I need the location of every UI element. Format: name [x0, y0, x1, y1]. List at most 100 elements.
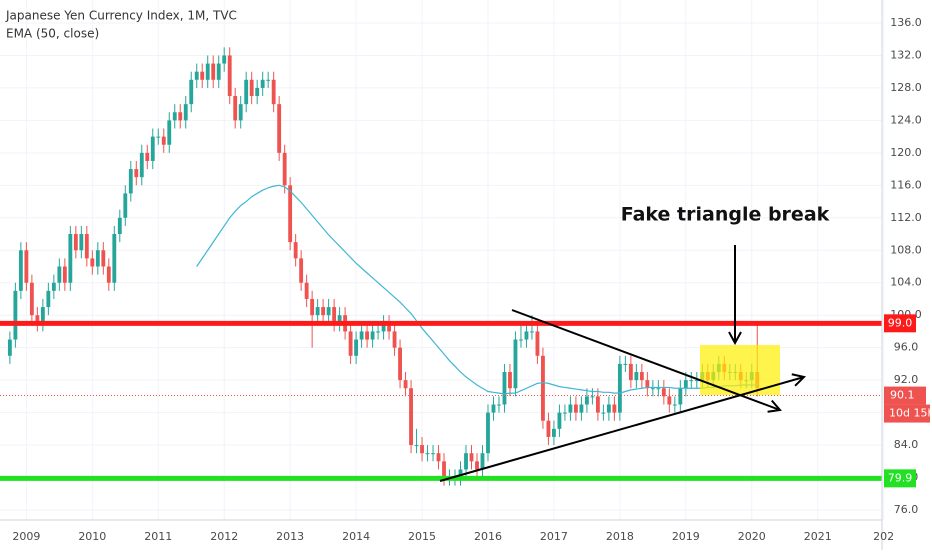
- candle-body: [128, 169, 133, 194]
- y-tick-label: 112.0: [890, 211, 922, 224]
- candle-body: [57, 266, 62, 283]
- grid: [0, 0, 885, 520]
- y-tick-label: 136.0: [890, 16, 922, 29]
- candle-body: [310, 298, 315, 316]
- annotation: Fake triangle break: [621, 204, 830, 226]
- candle-body: [277, 104, 282, 153]
- candle-body: [475, 461, 479, 470]
- level-label: 79.9: [888, 471, 913, 484]
- x-tick-label: 202: [873, 530, 894, 543]
- candle-body: [491, 404, 496, 413]
- candle-body: [541, 355, 545, 421]
- candle-body: [359, 331, 364, 340]
- candle-body: [486, 412, 490, 454]
- chart-title: Japanese Yen Currency Index, 1M, TVC: [5, 9, 237, 23]
- candle-body: [332, 307, 337, 324]
- candle-body: [51, 282, 56, 291]
- candle-body: [524, 331, 529, 340]
- candle-body: [623, 363, 628, 365]
- candle-body: [617, 363, 622, 413]
- countdown-box: [884, 404, 930, 423]
- candle-body: [244, 79, 249, 105]
- candle-body: [354, 339, 359, 356]
- candle-body: [326, 307, 331, 316]
- candle-body: [573, 404, 578, 413]
- candle-body: [387, 323, 391, 332]
- candle-body: [139, 152, 144, 178]
- candle-body: [211, 63, 216, 80]
- candle-body: [288, 185, 293, 243]
- candle-body: [398, 347, 402, 381]
- candle-body: [161, 136, 166, 145]
- candle-body: [595, 396, 600, 413]
- candle-body: [645, 380, 650, 389]
- candle-body: [79, 234, 84, 251]
- lower-trendline: [439, 377, 804, 482]
- candle-body: [557, 412, 562, 429]
- candle-body: [376, 331, 381, 333]
- candle-body: [90, 258, 95, 267]
- candle-body: [634, 372, 639, 381]
- candle-body: [222, 55, 227, 64]
- candle-body: [513, 339, 518, 389]
- price-label-box: [884, 386, 926, 405]
- candle-body: [150, 136, 155, 161]
- candle-body: [266, 79, 271, 81]
- candle-body: [134, 169, 139, 178]
- candle-body: [683, 380, 688, 389]
- candle-body: [672, 404, 677, 406]
- candle-body: [694, 380, 699, 382]
- candle-body: [156, 136, 161, 138]
- candle-body: [530, 331, 534, 333]
- y-tick-label: 96.0: [894, 341, 919, 354]
- x-tick-label: 2009: [12, 530, 40, 543]
- candle-body: [183, 104, 188, 121]
- candle-body: [667, 396, 672, 405]
- candle-body: [145, 152, 150, 161]
- candle-body: [73, 234, 78, 251]
- x-tick-label: 2015: [408, 530, 436, 543]
- candle-body: [249, 79, 254, 97]
- candle-body: [315, 307, 320, 316]
- candle-body: [227, 55, 232, 97]
- candle-body: [13, 290, 18, 340]
- candle-body: [425, 453, 430, 455]
- candle-body: [271, 79, 276, 105]
- ema-line: [196, 184, 758, 395]
- candle-body: [123, 193, 128, 218]
- candle-body: [304, 282, 309, 299]
- candle-body: [348, 331, 353, 356]
- candle-body: [172, 112, 177, 121]
- countdown-label: 10d 15h: [889, 407, 932, 420]
- x-tick-label: 2019: [672, 530, 700, 543]
- candle-body: [392, 331, 397, 348]
- candle-body: [497, 404, 501, 406]
- candle-body: [46, 290, 51, 308]
- x-tick-label: 2010: [78, 530, 106, 543]
- candle-body: [337, 315, 342, 324]
- candle-body: [233, 96, 238, 121]
- candle-body: [464, 453, 468, 470]
- candle-body: [321, 307, 326, 316]
- candle-body: [84, 234, 89, 259]
- candle-body: [35, 315, 40, 324]
- candle-body: [552, 428, 556, 437]
- candle-body: [282, 152, 287, 186]
- candle-body: [194, 71, 199, 80]
- candle-body: [502, 372, 507, 405]
- candle-body: [678, 388, 683, 405]
- candle-body: [381, 323, 386, 332]
- y-tick-label: 76.0: [894, 503, 919, 516]
- y-tick-label: 108.0: [890, 243, 922, 256]
- candle-body: [601, 412, 606, 414]
- candle-body: [370, 331, 375, 340]
- candle-body: [535, 331, 540, 356]
- candle-body: [409, 388, 413, 446]
- candle-body: [431, 453, 435, 455]
- x-tick-label: 2017: [540, 530, 568, 543]
- x-tick-label: 2012: [210, 530, 238, 543]
- candle-body: [584, 396, 589, 405]
- x-tick-label: 2011: [144, 530, 172, 543]
- y-tick-label: 128.0: [890, 81, 922, 94]
- y-tick-label: 116.0: [890, 178, 922, 191]
